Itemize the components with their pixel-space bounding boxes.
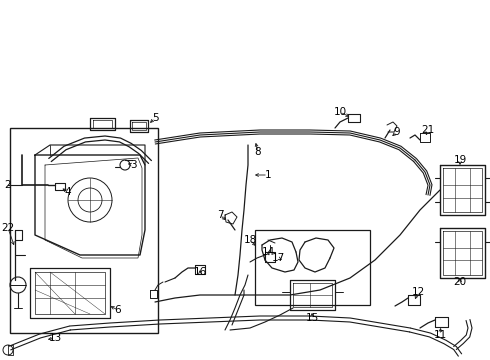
Text: 5: 5 — [152, 113, 158, 123]
Text: 18: 18 — [244, 235, 257, 245]
Bar — [10, 128, 158, 333]
Text: 2: 2 — [5, 180, 11, 190]
Text: 11: 11 — [433, 330, 446, 340]
Text: 17: 17 — [271, 253, 285, 263]
Text: 15: 15 — [305, 313, 318, 323]
Text: 10: 10 — [333, 107, 346, 117]
Text: 16: 16 — [194, 267, 207, 277]
Bar — [255, 230, 370, 305]
Text: 3: 3 — [130, 160, 136, 170]
Text: 1: 1 — [265, 170, 271, 180]
Text: 8: 8 — [255, 147, 261, 157]
Text: 9: 9 — [393, 127, 400, 137]
Text: 7: 7 — [217, 210, 223, 220]
Text: 21: 21 — [421, 125, 435, 135]
Text: 14: 14 — [261, 247, 274, 257]
Text: 22: 22 — [1, 223, 15, 233]
Text: 20: 20 — [453, 277, 466, 287]
Text: 4: 4 — [65, 187, 72, 197]
Text: 12: 12 — [412, 287, 425, 297]
Text: 6: 6 — [115, 305, 122, 315]
Text: 13: 13 — [49, 333, 62, 343]
Text: 19: 19 — [453, 155, 466, 165]
